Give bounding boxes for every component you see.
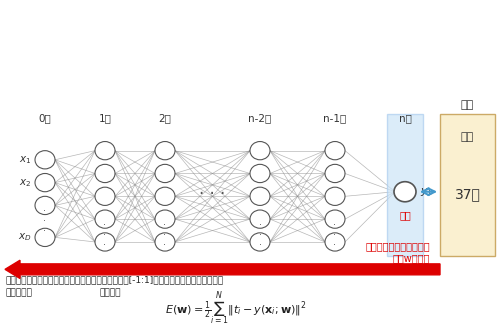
- Text: $x_2$: $x_2$: [19, 177, 31, 188]
- Text: n-1層: n-1層: [324, 113, 346, 123]
- FancyBboxPatch shape: [387, 114, 423, 256]
- Circle shape: [95, 164, 115, 182]
- Circle shape: [250, 210, 270, 228]
- Text: 誤差関数：: 誤差関数：: [5, 288, 32, 298]
- Text: ·
·
·: · · ·: [44, 206, 46, 236]
- Text: 0層: 0層: [38, 113, 52, 123]
- Text: $x_1$: $x_1$: [19, 154, 31, 166]
- Circle shape: [155, 164, 175, 182]
- Text: 出力層の活性化関数：恒等写像（目標関数の値域が[-1:1]の場合は、正接双曲線関数）: 出力層の活性化関数：恒等写像（目標関数の値域が[-1:1]の場合は、正接双曲線関…: [5, 276, 223, 285]
- Text: ·
·
·: · · ·: [334, 220, 336, 250]
- Circle shape: [155, 233, 175, 251]
- Text: 誤差が小さくなるように
重みwを更新: 誤差が小さくなるように 重みwを更新: [366, 241, 430, 263]
- Circle shape: [394, 182, 416, 202]
- Circle shape: [325, 142, 345, 160]
- Circle shape: [35, 151, 55, 169]
- Text: $x_D$: $x_D$: [18, 231, 32, 243]
- Text: n-2層: n-2層: [248, 113, 272, 123]
- Text: ·
·
·: · · ·: [258, 220, 262, 250]
- Text: $y_1$: $y_1$: [420, 186, 433, 198]
- FancyArrow shape: [5, 260, 440, 279]
- Circle shape: [155, 210, 175, 228]
- Circle shape: [35, 196, 55, 214]
- Circle shape: [95, 233, 115, 251]
- Circle shape: [155, 187, 175, 206]
- Text: ·
·
·: · · ·: [164, 220, 166, 250]
- Circle shape: [325, 210, 345, 228]
- Circle shape: [95, 187, 115, 206]
- Circle shape: [250, 164, 270, 182]
- Circle shape: [35, 174, 55, 192]
- Circle shape: [325, 187, 345, 206]
- Text: 正解: 正解: [461, 132, 474, 142]
- Text: ·
·
·: · · ·: [104, 220, 106, 250]
- Text: n層: n層: [398, 113, 411, 123]
- Text: $E(\mathbf{w}) = \frac{1}{2}\sum_{i=1}^{N}\|t_i - y(\mathbf{x}_i; \mathbf{w})\|^: $E(\mathbf{w}) = \frac{1}{2}\sum_{i=1}^{…: [165, 291, 306, 328]
- Circle shape: [35, 228, 55, 247]
- FancyBboxPatch shape: [440, 114, 495, 256]
- Circle shape: [250, 233, 270, 251]
- Text: 回帰: 回帰: [461, 100, 474, 110]
- Text: · · ·: · · ·: [200, 184, 226, 203]
- Text: 37歳: 37歳: [454, 187, 480, 201]
- Circle shape: [250, 142, 270, 160]
- Circle shape: [325, 233, 345, 251]
- Text: 誤差: 誤差: [399, 210, 411, 220]
- Text: 1層: 1層: [98, 113, 112, 123]
- Circle shape: [95, 142, 115, 160]
- Text: 二乗誤差: 二乗誤差: [100, 288, 122, 298]
- Text: 2層: 2層: [158, 113, 172, 123]
- Circle shape: [250, 187, 270, 206]
- Circle shape: [325, 164, 345, 182]
- Circle shape: [155, 142, 175, 160]
- Circle shape: [95, 210, 115, 228]
